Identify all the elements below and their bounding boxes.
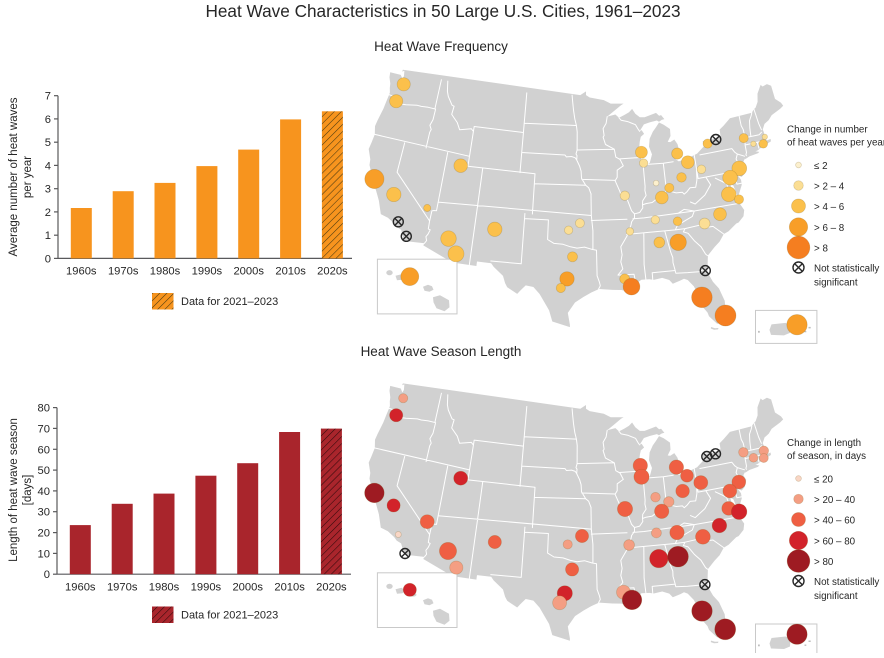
svg-text:2: 2 (45, 207, 51, 219)
svg-text:2020s: 2020s (317, 266, 348, 278)
svg-text:Data for 2021–2023: Data for 2021–2023 (181, 296, 278, 308)
svg-text:Heat Wave Frequency: Heat Wave Frequency (374, 39, 508, 54)
svg-text:2010s: 2010s (275, 266, 306, 278)
svg-text:2020s: 2020s (316, 581, 347, 593)
svg-text:1970s: 1970s (108, 266, 139, 278)
svg-text:1990s: 1990s (192, 266, 223, 278)
svg-text:significant: significant (814, 591, 858, 602)
svg-text:> 2 – 4: > 2 – 4 (814, 182, 845, 193)
svg-text:70: 70 (38, 423, 50, 435)
svg-text:[days]: [days] (22, 475, 34, 506)
svg-text:> 6 – 8: > 6 – 8 (814, 223, 845, 234)
svg-text:Heat Wave Characteristics in 5: Heat Wave Characteristics in 50 Large U.… (205, 1, 680, 21)
svg-text:3: 3 (45, 184, 51, 196)
svg-text:Heat Wave Season Length: Heat Wave Season Length (361, 344, 522, 359)
svg-text:> 40 – 60: > 40 – 60 (814, 516, 856, 527)
svg-text:≤ 20: ≤ 20 (814, 475, 834, 486)
svg-text:40: 40 (38, 486, 50, 498)
svg-text:0: 0 (45, 253, 51, 265)
svg-text:> 60 – 80: > 60 – 80 (814, 537, 856, 548)
svg-text:Not statistically: Not statistically (814, 264, 879, 275)
svg-text:> 80: > 80 (814, 557, 834, 568)
svg-text:50: 50 (38, 465, 50, 477)
svg-text:5: 5 (45, 137, 51, 149)
svg-text:1980s: 1980s (150, 266, 181, 278)
svg-text:1970s: 1970s (107, 581, 138, 593)
svg-text:Change in length: Change in length (787, 438, 861, 449)
svg-text:Average number of heat waves: Average number of heat waves (8, 97, 20, 256)
svg-text:6: 6 (45, 114, 51, 126)
svg-text:4: 4 (45, 160, 51, 172)
svg-text:of season, in days: of season, in days (787, 451, 866, 462)
svg-text:> 20 – 40: > 20 – 40 (814, 495, 856, 506)
svg-text:Length of heat wave season: Length of heat wave season (8, 418, 20, 562)
svg-text:1: 1 (45, 230, 51, 242)
svg-text:Data for 2021–2023: Data for 2021–2023 (181, 610, 278, 622)
svg-text:10: 10 (38, 548, 50, 560)
svg-text:per year: per year (22, 156, 34, 198)
svg-text:80: 80 (38, 403, 50, 415)
svg-text:significant: significant (814, 278, 858, 289)
svg-text:20: 20 (38, 528, 50, 540)
svg-text:60: 60 (38, 444, 50, 456)
svg-text:of heat waves per year: of heat waves per year (787, 138, 884, 149)
svg-text:Not statistically: Not statistically (814, 577, 879, 588)
svg-text:Change in number: Change in number (787, 125, 868, 136)
svg-text:2000s: 2000s (232, 581, 263, 593)
svg-text:2010s: 2010s (274, 581, 305, 593)
svg-text:0: 0 (44, 569, 50, 581)
svg-text:1960s: 1960s (66, 266, 97, 278)
svg-text:≤ 2: ≤ 2 (814, 161, 828, 172)
svg-text:1990s: 1990s (191, 581, 222, 593)
svg-text:1980s: 1980s (149, 581, 180, 593)
svg-text:30: 30 (38, 507, 50, 519)
svg-text:> 8: > 8 (814, 244, 828, 255)
svg-text:1960s: 1960s (65, 581, 96, 593)
svg-text:7: 7 (45, 91, 51, 103)
svg-text:> 4 – 6: > 4 – 6 (814, 202, 845, 213)
svg-text:2000s: 2000s (233, 266, 264, 278)
